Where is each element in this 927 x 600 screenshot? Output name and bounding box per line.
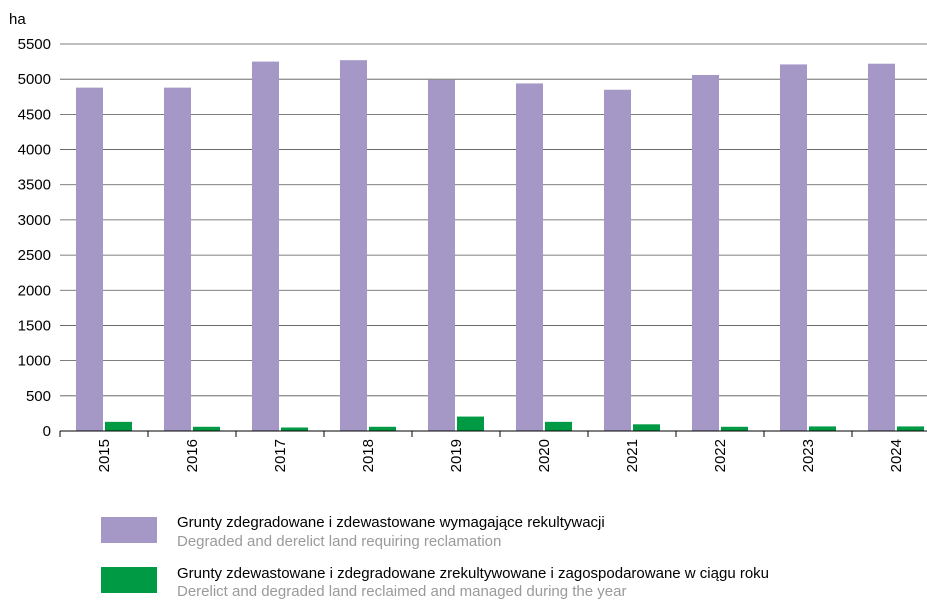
x-tick-label-2020: 2020 [536, 439, 553, 472]
bar-degraded-2016 [164, 87, 191, 431]
bar-degraded-2019 [428, 79, 455, 432]
bar-reclaimed-2019 [457, 416, 484, 431]
legend-swatch-degraded [101, 517, 157, 543]
bar-degraded-2017 [252, 61, 279, 431]
legend-label-degraded: Grunty zdegradowane i zdewastowane wymag… [177, 514, 605, 531]
x-tick-label-2016: 2016 [184, 439, 201, 472]
bar-reclaimed-2023 [809, 426, 836, 431]
bar-degraded-2020 [516, 83, 543, 432]
x-tick-label-2022: 2022 [712, 439, 729, 472]
bar-reclaimed-2024 [897, 426, 924, 431]
bar-reclaimed-2016 [193, 426, 220, 431]
y-axis-unit-label: ha [9, 11, 26, 28]
bar-reclaimed-2015 [105, 421, 132, 431]
x-tick-label-2015: 2015 [96, 439, 113, 472]
bar-reclaimed-2020 [545, 421, 572, 431]
y-tick-label: 5000 [18, 71, 51, 88]
legend: Grunty zdegradowane i zdewastowane wymag… [101, 514, 769, 600]
bar-reclaimed-2022 [721, 426, 748, 431]
x-tick-label-2017: 2017 [272, 439, 289, 472]
legend-swatch-reclaimed [101, 567, 157, 593]
legend-label-en-degraded: Degraded and derelict land requiring rec… [177, 533, 501, 550]
y-tick-label: 500 [26, 388, 51, 405]
axes: 0 500 1000 1500 2000 2500 3000 3500 4000 4500 5000… [18, 36, 927, 472]
legend-label-en-reclaimed: Derelict and degraded land reclaimed and… [177, 583, 626, 600]
y-tick-label: 1000 [18, 353, 51, 370]
y-tick-label: 2000 [18, 282, 51, 299]
y-tick-label: 4500 [18, 106, 51, 123]
x-tick-label-2024: 2024 [888, 439, 905, 472]
y-tick-label: 2500 [18, 247, 51, 264]
y-tick-label: 4000 [18, 142, 51, 159]
bar-degraded-2015 [76, 87, 103, 431]
bars [76, 60, 924, 432]
y-tick-label: 5500 [18, 36, 51, 53]
x-tick-label-2018: 2018 [360, 439, 377, 472]
bar-reclaimed-2021 [633, 424, 660, 431]
bar-reclaimed-2018 [369, 426, 396, 431]
x-tick-label-2019: 2019 [448, 439, 465, 472]
y-tick-label: 1500 [18, 317, 51, 334]
y-tick-label: 3500 [18, 177, 51, 194]
bar-degraded-2021 [604, 89, 631, 432]
bar-degraded-2018 [340, 60, 367, 432]
x-tick-label-2021: 2021 [624, 439, 641, 472]
bar-degraded-2024 [868, 63, 895, 432]
y-tick-label: 3000 [18, 212, 51, 229]
bar-degraded-2022 [692, 74, 719, 432]
bar-reclaimed-2017 [281, 427, 308, 431]
legend-label-reclaimed: Grunty zdewastowane i zdegradowane zreku… [177, 565, 769, 582]
x-tick-label-2023: 2023 [800, 439, 817, 472]
bar-degraded-2023 [780, 64, 807, 431]
y-tick-label: 0 [43, 423, 51, 440]
